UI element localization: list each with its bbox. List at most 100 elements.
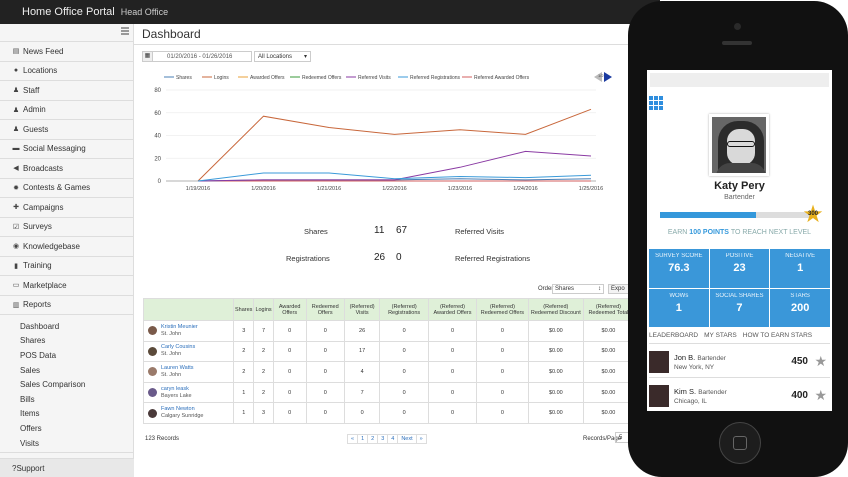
legend-label[interactable]: Referred Visits — [358, 75, 391, 81]
menu-toggle-icon[interactable] — [121, 27, 129, 35]
table-cell: 0 — [305, 402, 345, 424]
column-header[interactable]: Awarded Offers — [272, 298, 307, 321]
report-link[interactable]: Dashboard — [20, 321, 60, 331]
sidebar-item-locations[interactable]: ● Locations — [0, 62, 133, 81]
leaderboard-tab[interactable]: LEADERBOARD — [649, 332, 699, 339]
column-header[interactable] — [143, 298, 234, 321]
name-cell: Kristin Meunier St. John — [143, 320, 234, 342]
chart-page-label: 1/2 — [598, 73, 604, 78]
table-cell: $0.00 — [582, 381, 635, 404]
leaderboard-row[interactable]: Jon B. Bartender New York, NY 450 ★ — [649, 346, 830, 378]
grid-menu-icon[interactable] — [649, 96, 663, 110]
home-button[interactable] — [719, 422, 761, 464]
legend-label[interactable]: Shares — [176, 75, 192, 81]
staff-name-link[interactable]: Kristin Meunier — [161, 323, 198, 330]
name-cell: Lauren Watts St. John — [143, 361, 234, 383]
legend-label[interactable]: Referred Awarded Offers — [474, 75, 530, 81]
report-link[interactable]: Visits — [20, 438, 39, 448]
leader-role: Bartender — [698, 388, 727, 396]
staff-info: Lauren Watts St. John — [148, 365, 231, 379]
star-icon[interactable]: ★ — [814, 353, 827, 369]
report-link[interactable]: POS Data — [20, 350, 57, 360]
page-link[interactable]: » — [415, 434, 427, 444]
location-select[interactable]: All Locations ▾ — [254, 51, 311, 62]
leaderboard-row[interactable]: Kim S. Bartender Chicago, IL 400 ★ — [649, 380, 830, 411]
tile-value: 200 — [790, 301, 810, 314]
x-tick-label: 1/19/2016 — [186, 186, 210, 192]
table-cell: 0 — [343, 402, 381, 424]
sidebar-item-staff[interactable]: ♟ Staff — [0, 81, 133, 101]
sidebar-item-knowledgebase[interactable]: ◉ Knowledgebase — [0, 237, 133, 257]
column-header[interactable]: (Referred) Awarded Offers — [427, 298, 477, 321]
leaderboard-tab[interactable]: HOW TO EARN STARS — [742, 332, 813, 339]
sidebar-item-news-feed[interactable]: ▤ News Feed — [0, 42, 133, 62]
chart-prev-icon[interactable] — [594, 72, 602, 82]
table-cell: 2 — [232, 361, 255, 383]
sidebar-item-campaigns[interactable]: ✚ Campaigns — [0, 198, 133, 218]
sidebar-item-reports[interactable]: ▥ Reports — [0, 296, 133, 315]
order-select[interactable]: Shares ↕ — [552, 284, 604, 294]
order-value: Shares — [555, 286, 575, 292]
x-tick-label: 1/22/2016 — [382, 186, 406, 192]
page-link[interactable]: Next — [397, 434, 417, 444]
leaderboard-tab[interactable]: MY STARS — [704, 332, 737, 339]
name-cell: Fawn Newton Calgary Sunridge — [143, 402, 234, 424]
legend-label[interactable]: Awarded Offers — [250, 75, 285, 81]
table-cell: 2 — [253, 381, 274, 404]
table-cell: 0 — [379, 340, 429, 363]
column-header[interactable]: (Referred) Redeemed Discount — [527, 298, 584, 321]
staff-name-link[interactable]: Fawn Newton — [161, 406, 195, 413]
report-link[interactable]: Shares — [20, 336, 46, 346]
sidebar-item-contests-games[interactable]: ✹ Contests & Games — [0, 179, 133, 198]
sidebar-item-training[interactable]: ▮ Training — [0, 257, 133, 276]
sidebar-item-marketplace[interactable]: ▭ Marketplace — [0, 276, 133, 296]
column-header[interactable]: (Referred) Visits — [343, 298, 381, 321]
y-tick-label: 40 — [154, 134, 161, 140]
report-link[interactable]: Items — [20, 409, 40, 419]
sidebar-item-label: Guests — [23, 124, 49, 134]
star-icon[interactable]: ★ — [814, 387, 827, 403]
sidebar-item-admin[interactable]: ♟ Admin — [0, 101, 133, 120]
report-link[interactable]: Offers — [20, 423, 42, 433]
legend-label[interactable]: Logins — [214, 75, 229, 81]
table-cell: 3 — [253, 402, 274, 424]
staff-info: Fawn Newton Calgary Sunridge — [148, 406, 231, 420]
sidebar-item-surveys[interactable]: ☑ Surveys — [0, 218, 133, 237]
staff-name-link[interactable]: Lauren Watts — [161, 364, 194, 371]
y-tick-label: 20 — [154, 156, 161, 162]
report-link[interactable]: Bills — [20, 394, 35, 404]
report-link[interactable]: Sales — [20, 365, 41, 375]
app-brand[interactable]: Home Office Portal — [22, 6, 115, 18]
series-line-referred-visits — [197, 150, 592, 182]
table-cell: 0 — [475, 381, 529, 404]
legend-label[interactable]: Referred Registrations — [410, 75, 461, 81]
leader-info: Kim S. Bartender Chicago, IL — [674, 387, 727, 405]
staff-name-link[interactable]: caryn leask — [161, 385, 189, 392]
sidebar-item-social-messaging[interactable]: ▬ Social Messaging — [0, 140, 133, 159]
table-body: Kristin Meunier St. John 3 7 0 0 26 0 0 0 $0.00 $0.… — [143, 320, 635, 424]
column-header[interactable]: Logins — [253, 298, 274, 321]
sidebar-item-label: Staff — [23, 85, 40, 95]
star-icon: ★ — [802, 201, 824, 228]
column-header[interactable]: Redeemed Offers — [305, 298, 345, 321]
staff-name-link[interactable]: Carly Cousins — [161, 344, 196, 351]
sidebar-item-support[interactable]: ? Support — [0, 458, 134, 477]
records-per-page-label: Records/Page — [583, 436, 622, 442]
chart-next-icon[interactable] — [604, 72, 612, 82]
stat-tiles: SURVEY SCORE 76.3 POSITIVE 23 NEGATIVE 1 WOWs 1… — [649, 249, 830, 327]
date-range-picker[interactable]: ▦ 01/20/2016 - 01/26/2016 — [142, 51, 252, 62]
column-header[interactable]: (Referred) Redeemed Offers — [475, 298, 529, 321]
column-header[interactable]: (Referred) Registrations — [379, 298, 429, 321]
table-cell: 0 — [305, 361, 345, 383]
column-header[interactable]: Shares — [232, 298, 255, 321]
legend-label[interactable]: Redeemed Offers — [302, 75, 342, 81]
table-cell: 0 — [379, 361, 429, 383]
sidebar-item-broadcasts[interactable]: ◀ Broadcasts — [0, 159, 133, 179]
table-cell: 0 — [272, 402, 307, 424]
sidebar-item-guests[interactable]: ♟ Guests — [0, 120, 133, 140]
calendar-icon[interactable]: ▦ — [143, 52, 153, 61]
column-header[interactable]: (Referred) Redeemed Total — [582, 298, 635, 321]
report-link[interactable]: Sales Comparison — [20, 380, 86, 390]
main-content: Dashboard ▦ 01/20/2016 - 01/26/2016 All … — [134, 24, 635, 477]
